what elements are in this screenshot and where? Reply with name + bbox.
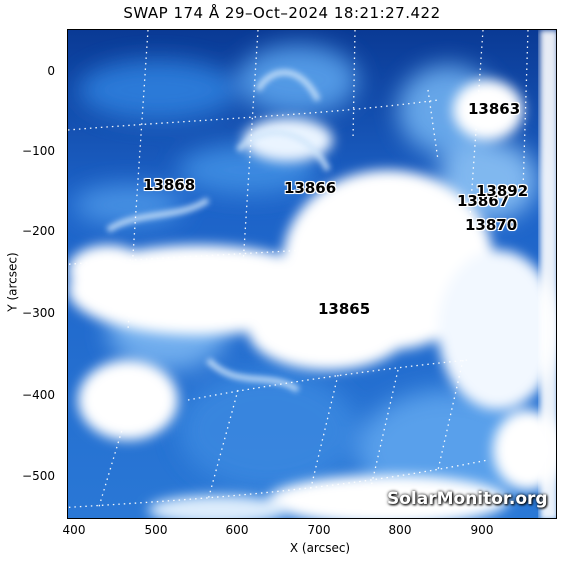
watermark: SolarMonitor.org xyxy=(387,489,548,509)
x-tick-label: 600 xyxy=(225,523,249,537)
y-tick-label: −300 xyxy=(22,306,55,320)
y-tick-label: −400 xyxy=(22,388,55,402)
y-tick-label: −500 xyxy=(22,469,55,483)
region-label: 13866 xyxy=(284,179,337,197)
y-tick-label: −200 xyxy=(22,224,55,238)
solar-image-panel: 13863 13868 13866 13867 13892 13870 1386… xyxy=(67,29,557,519)
solar-image xyxy=(68,30,556,518)
region-label: 13867 xyxy=(457,192,510,210)
image-title: SWAP 174 Å 29–Oct–2024 18:21:27.422 xyxy=(123,4,441,22)
x-tick-label: 400 xyxy=(62,523,86,537)
x-axis-title: X (arcsec) xyxy=(289,541,351,555)
x-tick-label: 700 xyxy=(307,523,331,537)
region-label: 13865 xyxy=(318,300,371,318)
region-label: 13892 xyxy=(476,182,529,200)
y-axis-title: Y (arcsec) xyxy=(5,252,20,312)
y-tick-label: 0 xyxy=(47,64,55,78)
y-tick-label: −100 xyxy=(22,144,55,158)
region-label: 13870 xyxy=(465,216,518,234)
region-label: 13868 xyxy=(143,176,196,194)
x-tick-label: 800 xyxy=(388,523,412,537)
x-tick-label: 500 xyxy=(144,523,168,537)
region-label: 13863 xyxy=(468,100,521,118)
x-tick-label: 900 xyxy=(470,523,494,537)
